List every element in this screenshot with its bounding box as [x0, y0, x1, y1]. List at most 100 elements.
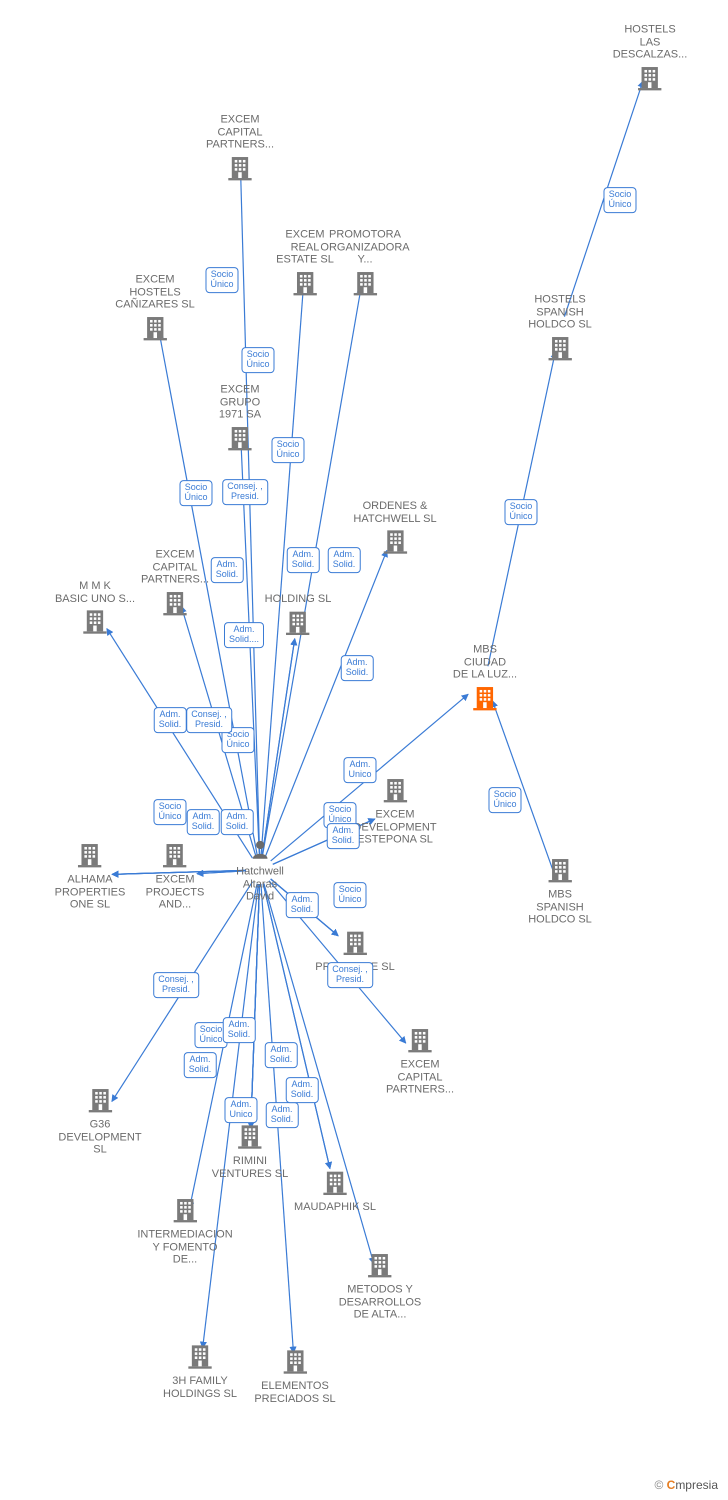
edge-label: Adm.Solid. — [184, 1052, 217, 1078]
node-label: ALHAMAPROPERTIESONE SL — [55, 874, 126, 912]
node-label: EXCEMGRUPO1971 SA — [219, 384, 261, 422]
company-node[interactable]: HOSTELSLASDESCALZAS... — [613, 24, 688, 97]
company-node[interactable]: HOSTELSSPANISHHOLDCO SL — [528, 294, 592, 367]
company-node[interactable]: INTERMEDIACIONY FOMENTODE... — [137, 1194, 232, 1267]
node-label: EXCEMPROJECTSAND... — [146, 874, 205, 912]
node-label: PROMOTORAORGANIZADORAY... — [320, 229, 409, 267]
edge-label: Adm.Solid. — [266, 1102, 299, 1128]
company-node[interactable]: MAUDAPHIK SL — [294, 1166, 376, 1214]
building-icon — [636, 63, 664, 96]
edge-label: SocioÚnico — [504, 499, 537, 525]
building-icon — [141, 313, 169, 346]
company-node[interactable]: RIMINIVENTURES SL — [212, 1120, 288, 1180]
building-icon — [546, 333, 574, 366]
copyright: © Cmpresia — [654, 1478, 718, 1492]
edge-label: SocioÚnico — [271, 437, 304, 463]
company-node[interactable]: EXCEMHOSTELSCAÑIZARES SL — [115, 274, 194, 347]
edge-label: SocioÚnico — [241, 347, 274, 373]
building-icon — [161, 841, 189, 874]
edge-line — [251, 884, 260, 1128]
node-label: RIMINIVENTURES SL — [212, 1155, 288, 1180]
edge-label: Consej. ,Presid. — [153, 972, 199, 998]
node-label: EXCEMCAPITALPARTNERS... — [386, 1059, 454, 1097]
edge-label: Adm.Unico — [343, 757, 376, 783]
edge-label: Adm.Solid. — [211, 557, 244, 583]
building-icon — [186, 1342, 214, 1375]
building-icon — [161, 588, 189, 621]
building-icon — [86, 1086, 114, 1119]
company-node[interactable]: EXCEMPROJECTSAND... — [146, 839, 205, 912]
company-node[interactable]: HOLDING SL — [265, 593, 332, 641]
node-label: EXCEMDEVELOPMENTESTEPONA SL — [353, 809, 436, 847]
node-label: EXCEMCAPITALPARTNERS... — [141, 549, 209, 587]
edge-label: SocioÚnico — [179, 480, 212, 506]
building-icon — [366, 1251, 394, 1284]
company-node[interactable]: ALHAMAPROPERTIESONE SL — [55, 839, 126, 912]
person-icon — [249, 839, 271, 866]
company-node[interactable]: MBSSPANISHHOLDCO SL — [528, 854, 592, 927]
edge-label: Adm.Solid. — [286, 892, 319, 918]
company-node[interactable]: G36DEVELOPMENTSL — [58, 1084, 141, 1157]
company-node[interactable]: M M KBASIC UNO S... — [55, 580, 135, 640]
edge-label: SocioÚnico — [153, 799, 186, 825]
node-label: M M KBASIC UNO S... — [55, 580, 135, 605]
edge-label: Adm.Solid. — [187, 809, 220, 835]
company-node[interactable]: 3H FAMILYHOLDINGS SL — [163, 1340, 237, 1400]
building-icon — [226, 423, 254, 456]
building-icon — [291, 268, 319, 301]
edge-line — [262, 639, 295, 856]
edge-label: Adm.Solid. — [341, 655, 374, 681]
node-label: METODOS YDESARROLLOSDE ALTA... — [339, 1284, 422, 1322]
company-node[interactable]: ELEMENTOSPRECIADOS SL — [254, 1345, 335, 1405]
building-icon — [81, 607, 109, 640]
node-label: EXCEMCAPITALPARTNERS... — [206, 114, 274, 152]
building-icon — [546, 856, 574, 889]
company-node[interactable]: EXCEMCAPITALPARTNERS... — [386, 1024, 454, 1097]
person-node[interactable]: HatchwellAltarasDavid — [236, 837, 284, 904]
company-node[interactable]: EXCEMGRUPO1971 SA — [219, 384, 261, 457]
company-node[interactable]: PROMOTORAORGANIZADORAY... — [320, 229, 409, 302]
building-icon — [406, 1026, 434, 1059]
edge-label: Adm.Unico — [224, 1097, 257, 1123]
company-node[interactable]: EXCEMCAPITALPARTNERS... — [206, 114, 274, 187]
edge-label: Adm.Solid. — [154, 707, 187, 733]
edge-label: Adm.Solid.... — [224, 622, 264, 648]
node-label: HOSTELSSPANISHHOLDCO SL — [528, 294, 592, 332]
company-node[interactable]: METODOS YDESARROLLOSDE ALTA... — [339, 1249, 422, 1322]
node-label: ORDENES &HATCHWELL SL — [353, 500, 436, 525]
building-icon — [471, 683, 499, 716]
edge-line — [251, 884, 260, 1128]
edge-line — [251, 884, 260, 1128]
edge-label: Adm.Solid. — [265, 1042, 298, 1068]
node-label: HOSTELSLASDESCALZAS... — [613, 24, 688, 62]
edge-line — [241, 172, 260, 856]
company-node[interactable]: EXCEMCAPITALPARTNERS... — [141, 549, 209, 622]
edge-line — [251, 884, 260, 1128]
edge-label: Adm.Solid. — [223, 1017, 256, 1043]
building-icon — [281, 1347, 309, 1380]
edge-label: Adm.Solid. — [286, 1077, 319, 1103]
node-label: HOLDING SL — [265, 593, 332, 606]
company-node[interactable]: MBSCIUDADDE LA LUZ... — [453, 644, 517, 717]
edge-label: Adm.Solid. — [221, 809, 254, 835]
edge-label: Consej. ,Presid. — [186, 707, 232, 733]
node-label: ELEMENTOSPRECIADOS SL — [254, 1380, 335, 1405]
node-label: G36DEVELOPMENTSL — [58, 1119, 141, 1157]
building-icon — [381, 527, 409, 560]
company-node[interactable]: ORDENES &HATCHWELL SL — [353, 500, 436, 560]
edge-label: Adm.Solid. — [287, 547, 320, 573]
building-icon — [171, 1196, 199, 1229]
building-icon — [341, 928, 369, 961]
edge-label: Adm.Solid. — [327, 823, 360, 849]
node-label: 3H FAMILYHOLDINGS SL — [163, 1375, 237, 1400]
node-label: EXCEMHOSTELSCAÑIZARES SL — [115, 274, 194, 312]
edge-label: Adm.Solid. — [328, 547, 361, 573]
edge-label: SocioÚnico — [205, 267, 238, 293]
building-icon — [226, 153, 254, 186]
node-label: MAUDAPHIK SL — [294, 1201, 376, 1214]
company-node[interactable]: EXCEMDEVELOPMENTESTEPONA SL — [353, 774, 436, 847]
edge-label: SocioÚnico — [603, 187, 636, 213]
building-icon — [321, 1168, 349, 1201]
node-label: MBSSPANISHHOLDCO SL — [528, 889, 592, 927]
building-icon — [351, 268, 379, 301]
